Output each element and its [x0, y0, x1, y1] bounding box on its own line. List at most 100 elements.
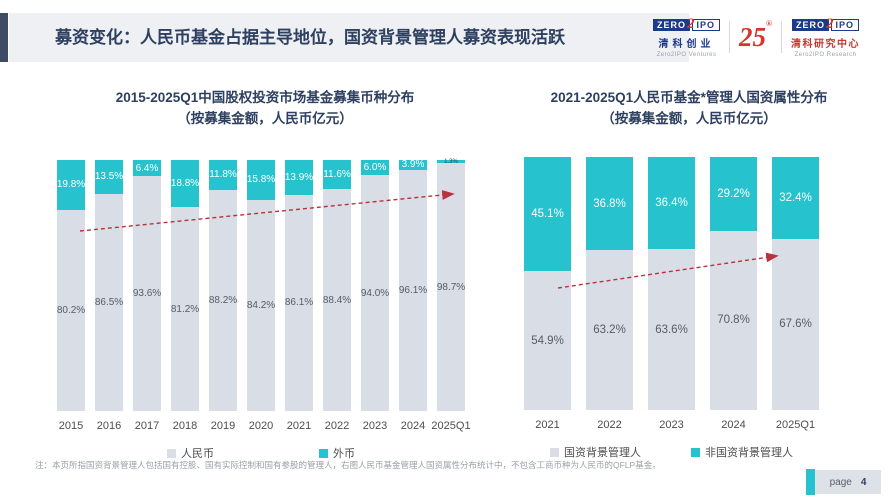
- x-axis-label: 2023: [659, 419, 684, 431]
- segment-value-label: 94.0%: [360, 287, 390, 299]
- legend-item: 国资背景管理人: [550, 444, 641, 460]
- bar-segment-teal: 1.3%: [437, 158, 465, 165]
- stacked-bar: 11.6% 88.4%: [323, 160, 351, 411]
- stacked-bar: 18.8% 81.2%: [171, 160, 199, 411]
- logo-group: ZERO 2 IPO 清科创业 Zero2IPO Ventures 25® ZE…: [652, 16, 860, 58]
- bar-column: 3.9% 96.1% 2024: [398, 159, 428, 432]
- stacked-bar: 36.8% 63.2%: [586, 157, 633, 410]
- bar-segment-teal: 18.8%: [171, 160, 199, 208]
- bar-segment-teal: 6.4%: [133, 160, 161, 177]
- bar-column: 18.8% 81.2% 2018: [171, 160, 199, 432]
- segment-value-label: 13.9%: [284, 171, 314, 183]
- segment-value-label: 36.4%: [655, 197, 688, 210]
- segment-value-label: 29.2%: [717, 187, 750, 200]
- bar-column: 36.8% 63.2% 2022: [586, 157, 633, 431]
- legend-swatch: [550, 447, 559, 457]
- header-band: [9, 13, 689, 62]
- bar-segment-teal: 13.9%: [285, 160, 313, 195]
- x-axis-label: 2022: [324, 420, 350, 432]
- logo-two: 2: [826, 16, 834, 32]
- bar-column: 13.5% 86.5% 2016: [95, 160, 123, 432]
- bar-segment-gray: 63.2%: [586, 250, 633, 410]
- x-axis-label: 2019: [210, 420, 236, 432]
- bar-segment-gray: 63.6%: [648, 249, 695, 410]
- logo-zero-box: ZERO: [791, 18, 829, 31]
- bar-segment-gray: 86.5%: [94, 193, 124, 411]
- legend-swatch: [691, 447, 700, 457]
- right-chart-title: 2021-2025Q1人民币基金*管理人国资属性分布 （按募集金额，人民币亿元）: [498, 88, 880, 130]
- bar-segment-gray: 70.8%: [710, 230, 757, 410]
- zero2ipo-ventures-logo: ZERO 2 IPO 清科创业 Zero2IPO Ventures: [652, 16, 721, 58]
- bar-segment-gray: 86.1%: [285, 194, 313, 411]
- stacked-bar: 45.1% 54.9%: [524, 157, 571, 410]
- footnote: 注：本页所指国资背景管理人包括国有控股、国有实际控制和国有参股的管理人，右图人民…: [35, 460, 661, 470]
- bar-segment-gray: 80.2%: [56, 209, 86, 411]
- bar-column: 36.4% 63.6% 2023: [648, 157, 695, 431]
- segment-value-label: 70.8%: [717, 314, 750, 327]
- zero2ipo-logo-mark: ZERO 2 IPO: [652, 16, 721, 33]
- logo-divider: [729, 21, 731, 53]
- stacked-bar: 1.3% 98.7%: [437, 158, 465, 411]
- stacked-bar: 13.5% 86.5%: [95, 160, 123, 411]
- bar-segment-gray: 94.0%: [361, 175, 389, 411]
- bar-column: 19.8% 80.2% 2015: [57, 160, 85, 432]
- bar-column: 1.3% 98.7% 2025Q1: [431, 158, 470, 432]
- stacked-bar: 15.8% 84.2%: [247, 160, 275, 411]
- segment-value-label: 3.9%: [401, 159, 425, 171]
- segment-value-label: 93.6%: [132, 288, 162, 300]
- x-axis-label: 2025Q1: [775, 419, 816, 431]
- logo-en-label: Zero2IPO Research: [794, 52, 857, 58]
- header-accent-bar: [0, 13, 8, 62]
- page-label: page: [829, 476, 852, 488]
- bar-segment-gray: 88.4%: [323, 189, 351, 411]
- legend-swatch: [319, 448, 328, 458]
- segment-value-label: 19.8%: [56, 179, 86, 191]
- x-axis-label: 2023: [362, 420, 388, 432]
- segment-value-label: 54.9%: [531, 334, 564, 347]
- bar-segment-teal: 15.8%: [247, 160, 275, 200]
- bar-column: 29.2% 70.8% 2024: [710, 157, 757, 431]
- logo-ipo-box: IPO: [691, 18, 721, 31]
- segment-value-label: 11.8%: [209, 169, 237, 181]
- bar-segment-teal: 36.8%: [586, 157, 633, 251]
- stacked-bar: 3.9% 96.1%: [398, 159, 428, 411]
- legend-label: 外币: [333, 448, 355, 460]
- legend-swatch: [167, 448, 176, 458]
- x-axis-label: 2022: [597, 419, 622, 431]
- x-axis-label: 2025Q1: [431, 420, 471, 432]
- bar-segment-gray: 67.6%: [772, 238, 819, 410]
- segment-value-label: 63.2%: [593, 324, 626, 337]
- legend-item: 外币: [319, 445, 355, 461]
- stacked-bar: 32.4% 67.6%: [772, 157, 819, 410]
- page-indicator-accent: [806, 469, 815, 495]
- logo-cn-label: 清科创业: [658, 39, 715, 50]
- segment-value-label: 1.3%: [444, 158, 458, 165]
- bar-segment-gray: 98.7%: [437, 163, 465, 411]
- bar-segment-teal: 19.8%: [57, 160, 85, 210]
- bar-column: 6.4% 93.6% 2017: [133, 160, 161, 432]
- x-axis-label: 2015: [58, 420, 84, 432]
- bar-column: 11.6% 88.4% 2022: [323, 160, 351, 432]
- segment-value-label: 15.8%: [246, 174, 276, 186]
- legend: 人民币 外币: [57, 445, 465, 461]
- bar-segment-teal: 3.9%: [399, 159, 427, 171]
- x-axis-label: 2020: [248, 420, 274, 432]
- stacked-bar: 6.0% 94.0%: [361, 160, 389, 411]
- stacked-bar: 29.2% 70.8%: [710, 157, 757, 410]
- left-chart-title-line1: 2015-2025Q1中国股权投资市场基金募集币种分布: [115, 90, 415, 105]
- legend: 国资背景管理人 非国资背景管理人: [524, 444, 819, 460]
- bar-segment-gray: 81.2%: [171, 207, 199, 411]
- segment-value-label: 86.5%: [94, 296, 124, 308]
- bar-segment-gray: 93.6%: [133, 176, 161, 411]
- page-indicator: page 4: [815, 470, 881, 494]
- segment-value-label: 96.1%: [398, 284, 428, 296]
- segment-value-label: 6.0%: [363, 162, 387, 174]
- bar-column: 6.0% 94.0% 2023: [361, 160, 389, 432]
- legend-label: 国资背景管理人: [564, 447, 641, 459]
- right-chart-title-line2: （按募集金额，人民币亿元）: [601, 110, 777, 126]
- segment-value-label: 80.2%: [56, 304, 86, 316]
- segment-value-label: 67.6%: [779, 318, 812, 331]
- bar-segment-teal: 6.0%: [361, 160, 389, 176]
- bars: 19.8% 80.2% 2015 13.5% 86.5% 2016 6.4% 93.6% 201…: [57, 158, 471, 432]
